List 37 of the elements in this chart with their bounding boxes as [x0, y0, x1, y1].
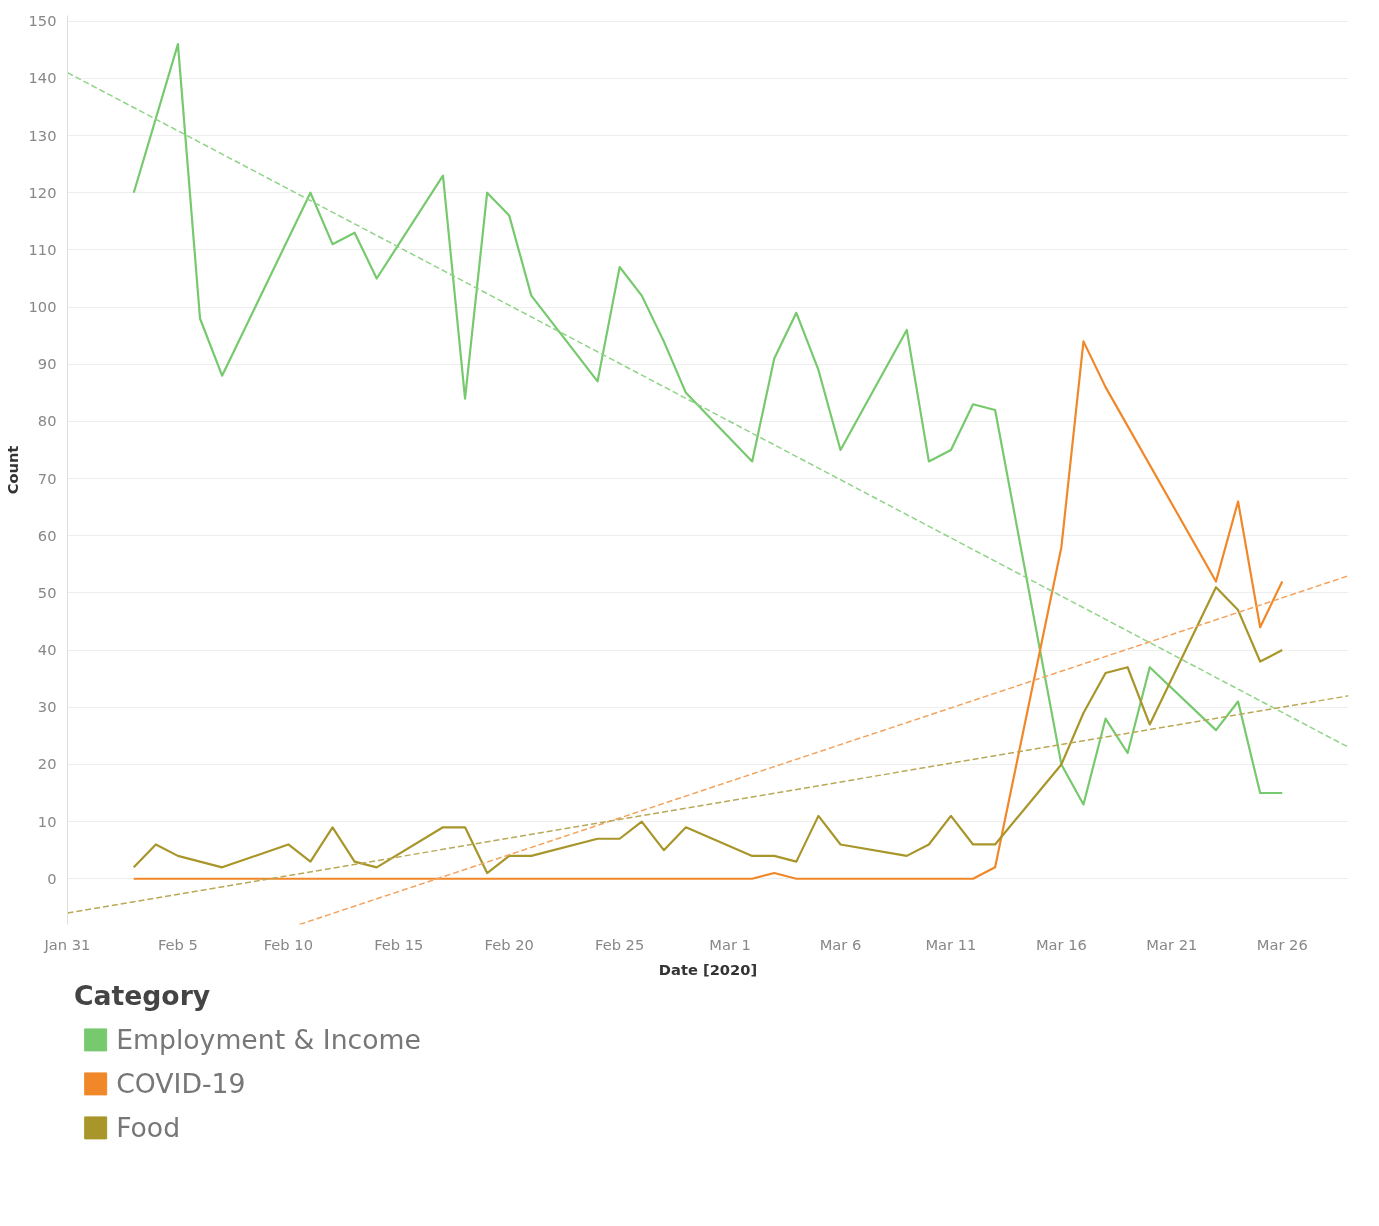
legend-title: Category: [73, 980, 211, 1012]
y-tick-label: 80: [37, 412, 57, 430]
x-tick-label: Mar 1: [709, 935, 751, 953]
y-tick-label: 60: [37, 526, 57, 544]
line-series: [132, 340, 1284, 880]
y-tick-label: 40: [37, 641, 57, 659]
x-tick-label: Feb 20: [484, 935, 534, 953]
x-tick-label: Feb 5: [157, 935, 198, 953]
x-tick-label: Feb 15: [374, 935, 424, 953]
x-tick-label: Mar 26: [1256, 935, 1308, 953]
y-tick-label: 130: [28, 126, 57, 144]
y-tick-label: 50: [37, 583, 57, 601]
y-tick-label: 70: [37, 469, 57, 487]
x-tick-label: Mar 11: [925, 935, 977, 953]
y-tick-label: 100: [28, 298, 57, 316]
x-tick-label: Mar 21: [1146, 935, 1198, 953]
y-tick-label: 30: [37, 698, 57, 716]
x-tick-label: Mar 16: [1035, 935, 1087, 953]
x-axis-title: Date [2020]: [658, 960, 758, 978]
y-tick-label: 150: [28, 12, 57, 30]
legend-label: Food: [116, 1112, 181, 1144]
y-tick-label: 140: [28, 69, 57, 87]
x-tick-label: Feb 25: [595, 935, 645, 953]
y-tick-label: 20: [37, 755, 57, 773]
line-series: [132, 42, 1284, 806]
y-axis-title: Count: [3, 445, 21, 495]
y-tick-label: 90: [37, 355, 57, 373]
line-series: [132, 586, 1284, 875]
y-tick-label: 110: [28, 240, 57, 258]
y-tick-label: 10: [37, 812, 57, 830]
x-tick-label: Mar 6: [819, 935, 862, 953]
y-tick-label: 0: [47, 869, 57, 887]
y-tick-label: 120: [28, 183, 57, 201]
legend-label: Employment & Income: [116, 1024, 421, 1056]
legend-label: COVID-19: [116, 1068, 246, 1100]
x-tick-label: Jan 31: [43, 935, 91, 953]
x-tick-label: Feb 10: [263, 935, 313, 953]
